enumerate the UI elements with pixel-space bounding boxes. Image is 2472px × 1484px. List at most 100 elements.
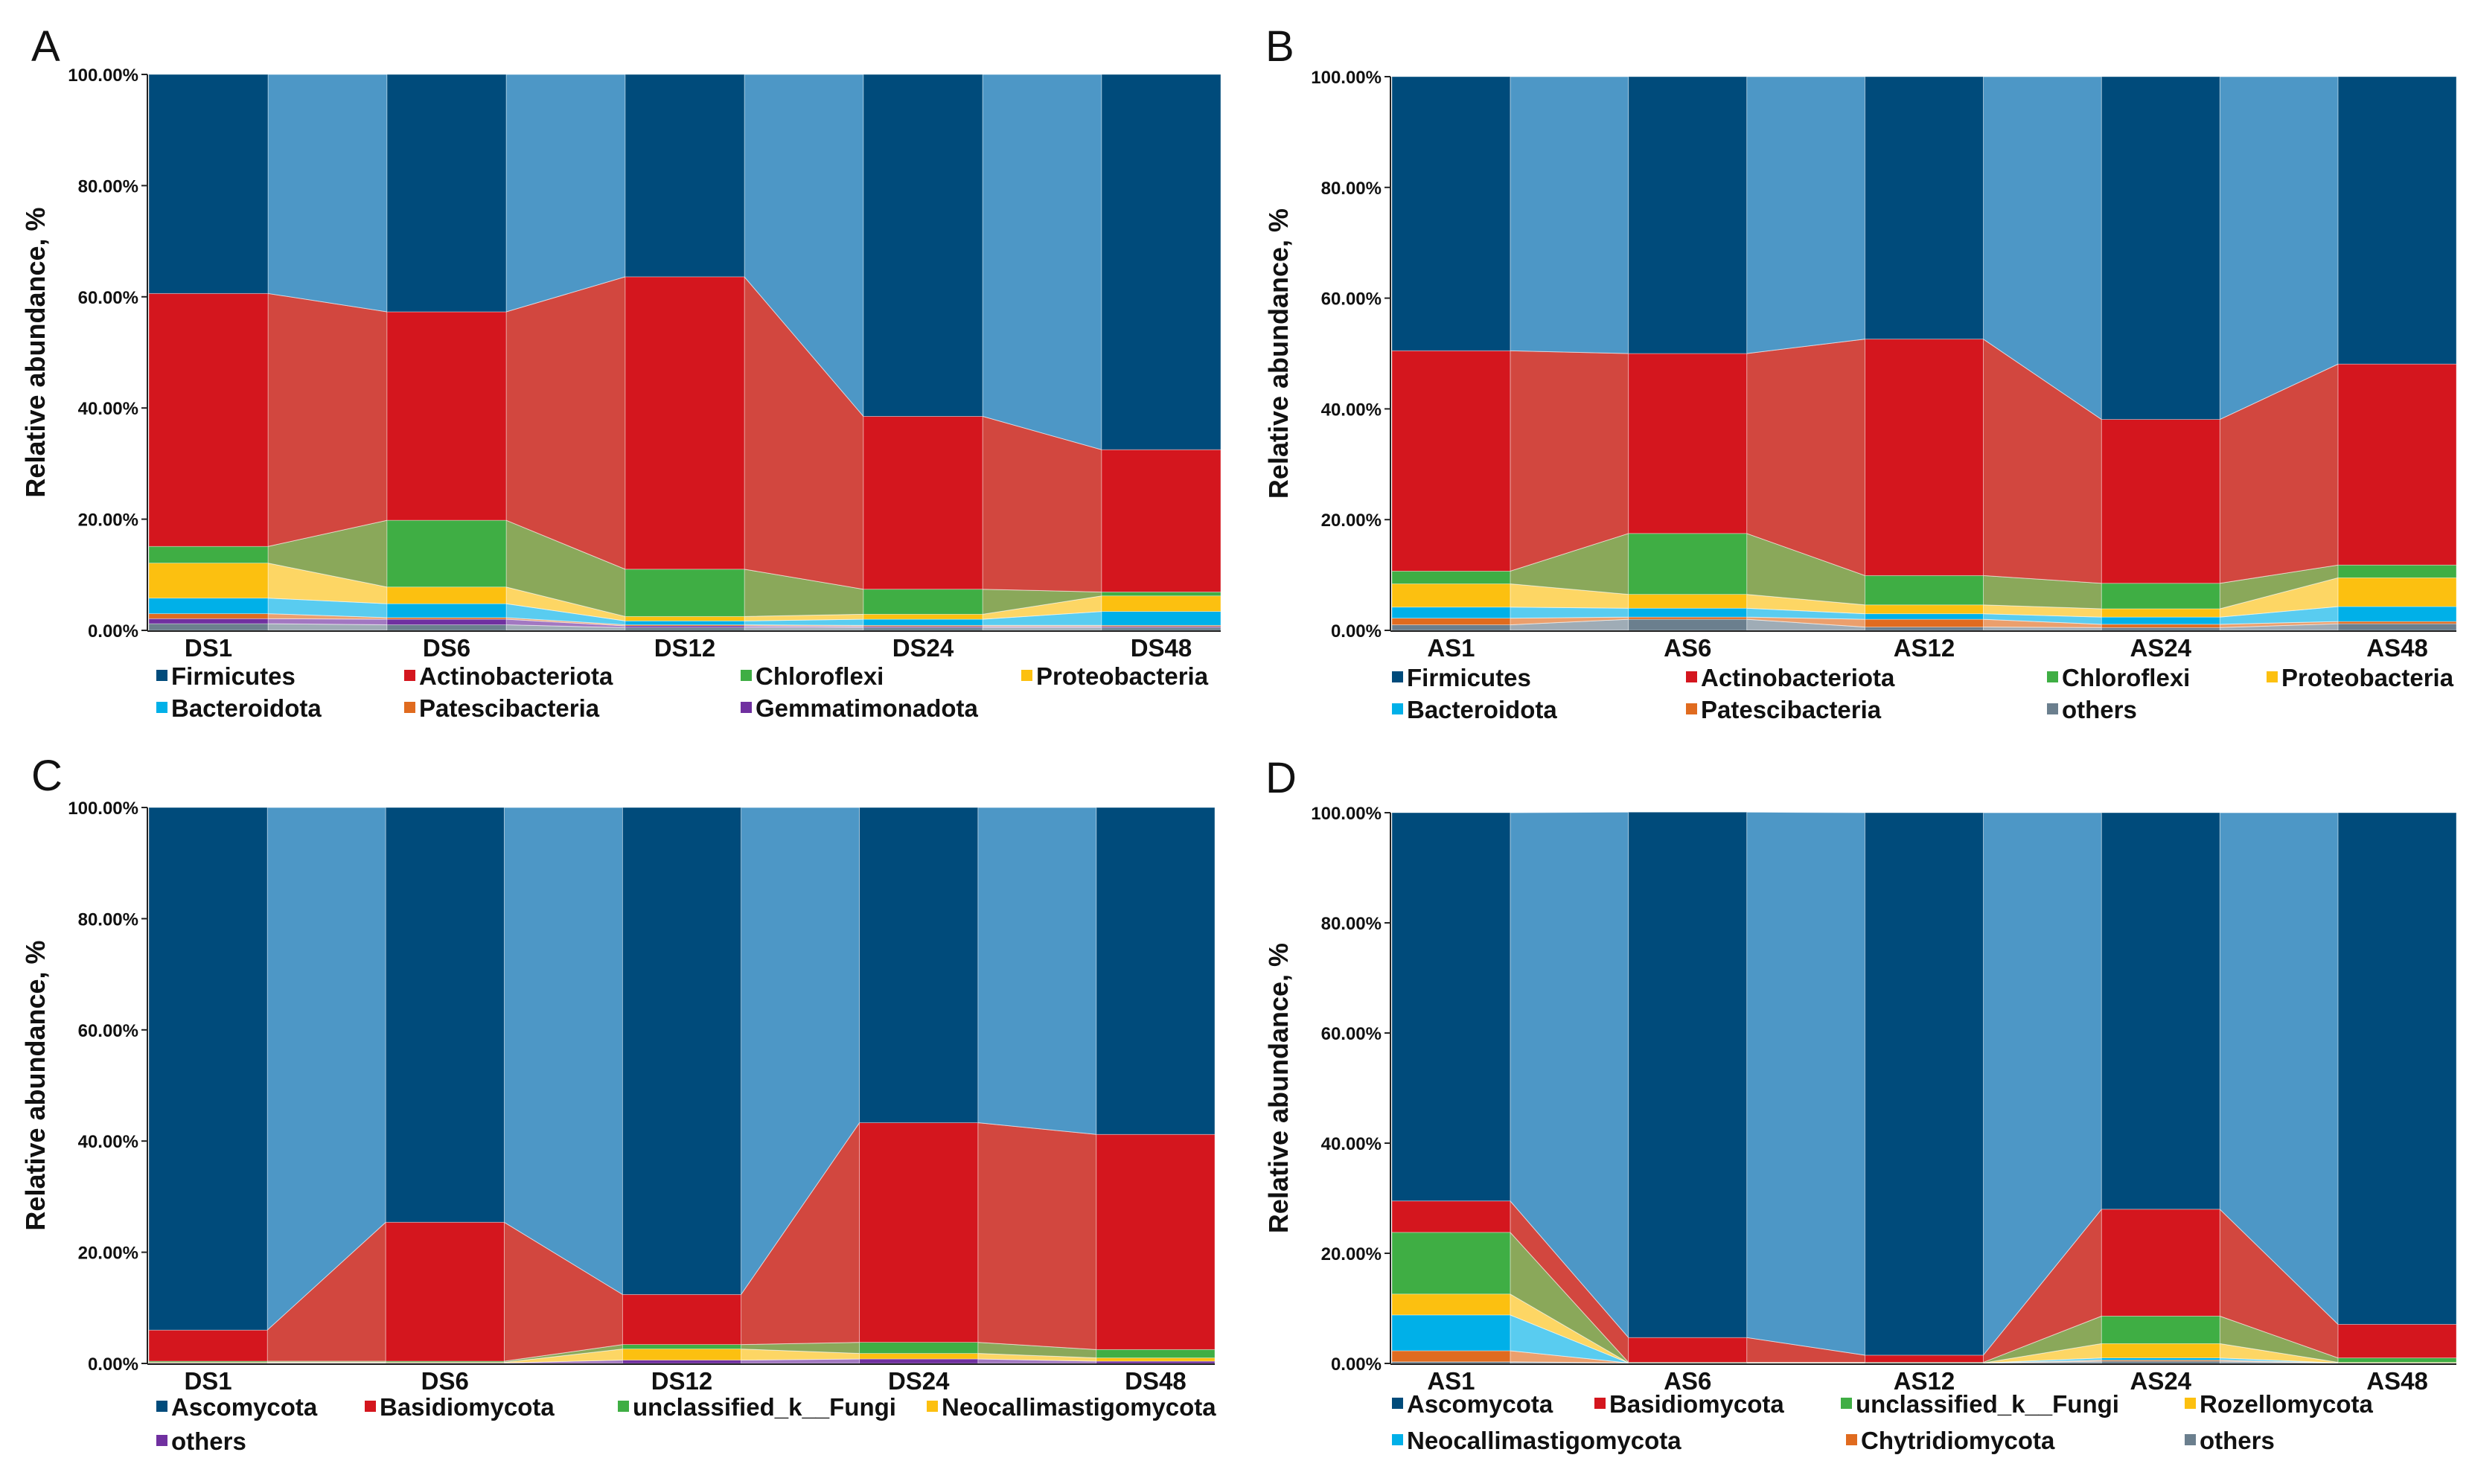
bar-segment-firmicutes-as1 [1391, 76, 1511, 351]
bar-segment-actinobacteriota-ds24 [863, 416, 983, 590]
flow-firmicutes-ds24 [982, 74, 1102, 450]
legend-label-ascomycota: Ascomycota [171, 1393, 318, 1421]
bar-segment-patescibacteria-as12 [1865, 618, 1984, 627]
flow-others-ds12 [744, 627, 864, 631]
bar-segment-patescibacteria-as1 [1391, 618, 1511, 625]
legend-swatch-bacteroidota [156, 702, 167, 713]
y-tick-label: 80.00% [1321, 914, 1382, 934]
legend-label-unclassified-k-fungi: unclassified_k__Fungi [1856, 1390, 2119, 1418]
legend-label-actinobacteriota: Actinobacteriota [1701, 664, 1895, 691]
bar-segment-chloroflexi-ds48 [1101, 592, 1221, 597]
legend-swatch-proteobacteria [1021, 670, 1032, 681]
y-tick-label: 20.00% [1321, 511, 1382, 531]
bar-segment-chloroflexi-ds12 [625, 569, 745, 617]
bar-segment-others-as6 [1628, 618, 1748, 631]
flow-actinobacteriota-ds1 [267, 292, 388, 547]
legend-swatch-others [156, 1435, 167, 1446]
bar-segment-proteobacteria-as1 [1391, 583, 1511, 608]
bar-segment-firmicutes-as6 [1628, 76, 1748, 354]
bar-segment-basidiomycota-ds24 [859, 1122, 979, 1343]
bar-segment-ascomycota-ds12 [622, 807, 741, 1295]
bar-segment-others-ds12 [622, 1360, 741, 1364]
bar-segment-actinobacteriota-ds6 [386, 311, 507, 521]
y-tick-label: 60.00% [78, 288, 138, 308]
y-tick-label: 80.00% [78, 909, 138, 930]
bar-segment-others-ds6 [386, 624, 507, 631]
bar-segment-others-ds48 [1096, 1360, 1216, 1364]
x-category-label-ds1: DS1 [185, 634, 232, 662]
bar-segment-bacteroidota-ds24 [863, 618, 983, 626]
legend-swatch-chloroflexi [741, 670, 752, 681]
bar-segment-basidiomycota-ds1 [148, 1329, 268, 1362]
bar-segment-proteobacteria-ds24 [863, 613, 983, 620]
bar-segment-basidiomycota-as48 [2337, 1324, 2457, 1358]
bar-segment-proteobacteria-as48 [2337, 577, 2457, 607]
legend-label-basidiomycota: Basidiomycota [1609, 1390, 1784, 1418]
y-tick-label: 100.00% [1311, 68, 1382, 88]
bar-segment-unclassified-k-fungi-ds48 [1096, 1349, 1216, 1358]
legend-swatch-gemmatimonadota [741, 702, 752, 713]
legend-swatch-rozellomycota [2185, 1398, 2196, 1409]
flow-firmicutes-as24 [2219, 76, 2339, 420]
x-category-label-as48: AS48 [2366, 634, 2428, 662]
legend-label-chloroflexi: Chloroflexi [2062, 664, 2190, 691]
bar-segment-chloroflexi-as6 [1628, 533, 1748, 595]
bar-segment-rozellomycota-as1 [1391, 1293, 1511, 1316]
bar-segment-proteobacteria-as12 [1865, 604, 1984, 615]
legend-swatch-proteobacteria [2267, 671, 2278, 682]
legend-swatch-firmicutes [1392, 671, 1403, 682]
panel-d: D 0.00% 20.00% 40.00% 60.00% 80.00% 100.00% Rel… [1263, 754, 2457, 1454]
bar-segment-ascomycota-ds6 [385, 807, 505, 1223]
legend-label-actinobacteriota: Actinobacteriota [419, 662, 613, 690]
x-category-label-as24: AS24 [2130, 634, 2191, 662]
bar-segment-firmicutes-ds24 [863, 74, 983, 417]
bar-segment-proteobacteria-ds12 [625, 615, 745, 621]
flow-ascomycota-as6 [1746, 811, 1866, 1356]
x-category-label-as1: AS1 [1427, 634, 1475, 662]
bar-segment-bacteroidota-as1 [1391, 607, 1511, 619]
bar-segment-gemmatimonadota-ds6 [386, 618, 507, 625]
legend-swatch-chytridiomycota [1846, 1434, 1857, 1445]
legend-swatch-ascomycota [1392, 1398, 1403, 1409]
x-category-label-ds12: DS12 [654, 634, 716, 662]
bar-segment-basidiomycota-as6 [1628, 1337, 1748, 1363]
y-tick-label: 60.00% [78, 1021, 138, 1041]
bar-segment-bacteroidota-ds48 [1101, 611, 1221, 626]
flow-actinobacteriota-as6 [1746, 339, 1866, 577]
bar-segment-actinobacteriota-ds1 [148, 292, 269, 547]
legend-label-neocallimastigomycota: Neocallimastigomycota [942, 1393, 1216, 1421]
y-tick-label: 100.00% [68, 799, 138, 819]
legend-swatch-patescibacteria [1686, 703, 1697, 714]
flow-firmicutes-ds1 [267, 74, 388, 313]
bar-segment-ascomycota-ds48 [1096, 807, 1216, 1135]
bar-segment-others-as24 [2101, 627, 2220, 631]
bar-segment-proteobacteria-ds1 [148, 563, 269, 599]
y-tick-label: 40.00% [78, 1132, 138, 1152]
bar-segment-bacteroidota-ds1 [148, 598, 269, 614]
bar-segment-actinobacteriota-as6 [1628, 353, 1748, 534]
panel-c: C 0.00% 20.00% 40.00% 60.00% 80.00% 100.00% Rel… [20, 752, 1216, 1455]
legend-label-bacteroidota: Bacteroidota [171, 694, 322, 722]
x-category-label-ds12: DS12 [651, 1367, 713, 1395]
flow-ascomycota-ds6 [503, 807, 623, 1296]
flow-gemmatimonadota-ds1 [267, 618, 388, 626]
bar-segment-basidiomycota-as12 [1865, 1355, 1984, 1363]
bar-segment-ascomycota-ds1 [148, 807, 268, 1331]
y-tick-label: 40.00% [1321, 400, 1382, 420]
x-category-label-ds1: DS1 [184, 1367, 231, 1395]
y-tick-label: 40.00% [78, 399, 138, 419]
bar-segment-others-ds24 [859, 1358, 979, 1364]
legend-swatch-chloroflexi [2047, 671, 2058, 682]
x-category-label-ds24: DS24 [892, 634, 954, 662]
panel-letter: D [1265, 754, 1297, 802]
legend-label-patescibacteria: Patescibacteria [419, 694, 600, 722]
bar-segment-bacteroidota-ds6 [386, 603, 507, 618]
y-tick-label: 20.00% [1321, 1244, 1382, 1264]
bar-segment-rozellomycota-as24 [2101, 1343, 2220, 1358]
legend-label-chytridiomycota: Chytridiomycota [1861, 1427, 2055, 1454]
bar-segment-others-as1 [1391, 624, 1511, 631]
bar-segment-actinobacteriota-as1 [1391, 350, 1511, 572]
bar-segment-ascomycota-as48 [2337, 812, 2457, 1325]
legend-label-bacteroidota: Bacteroidota [1407, 696, 1557, 723]
bar-segment-patescibacteria-ds1 [148, 613, 269, 619]
